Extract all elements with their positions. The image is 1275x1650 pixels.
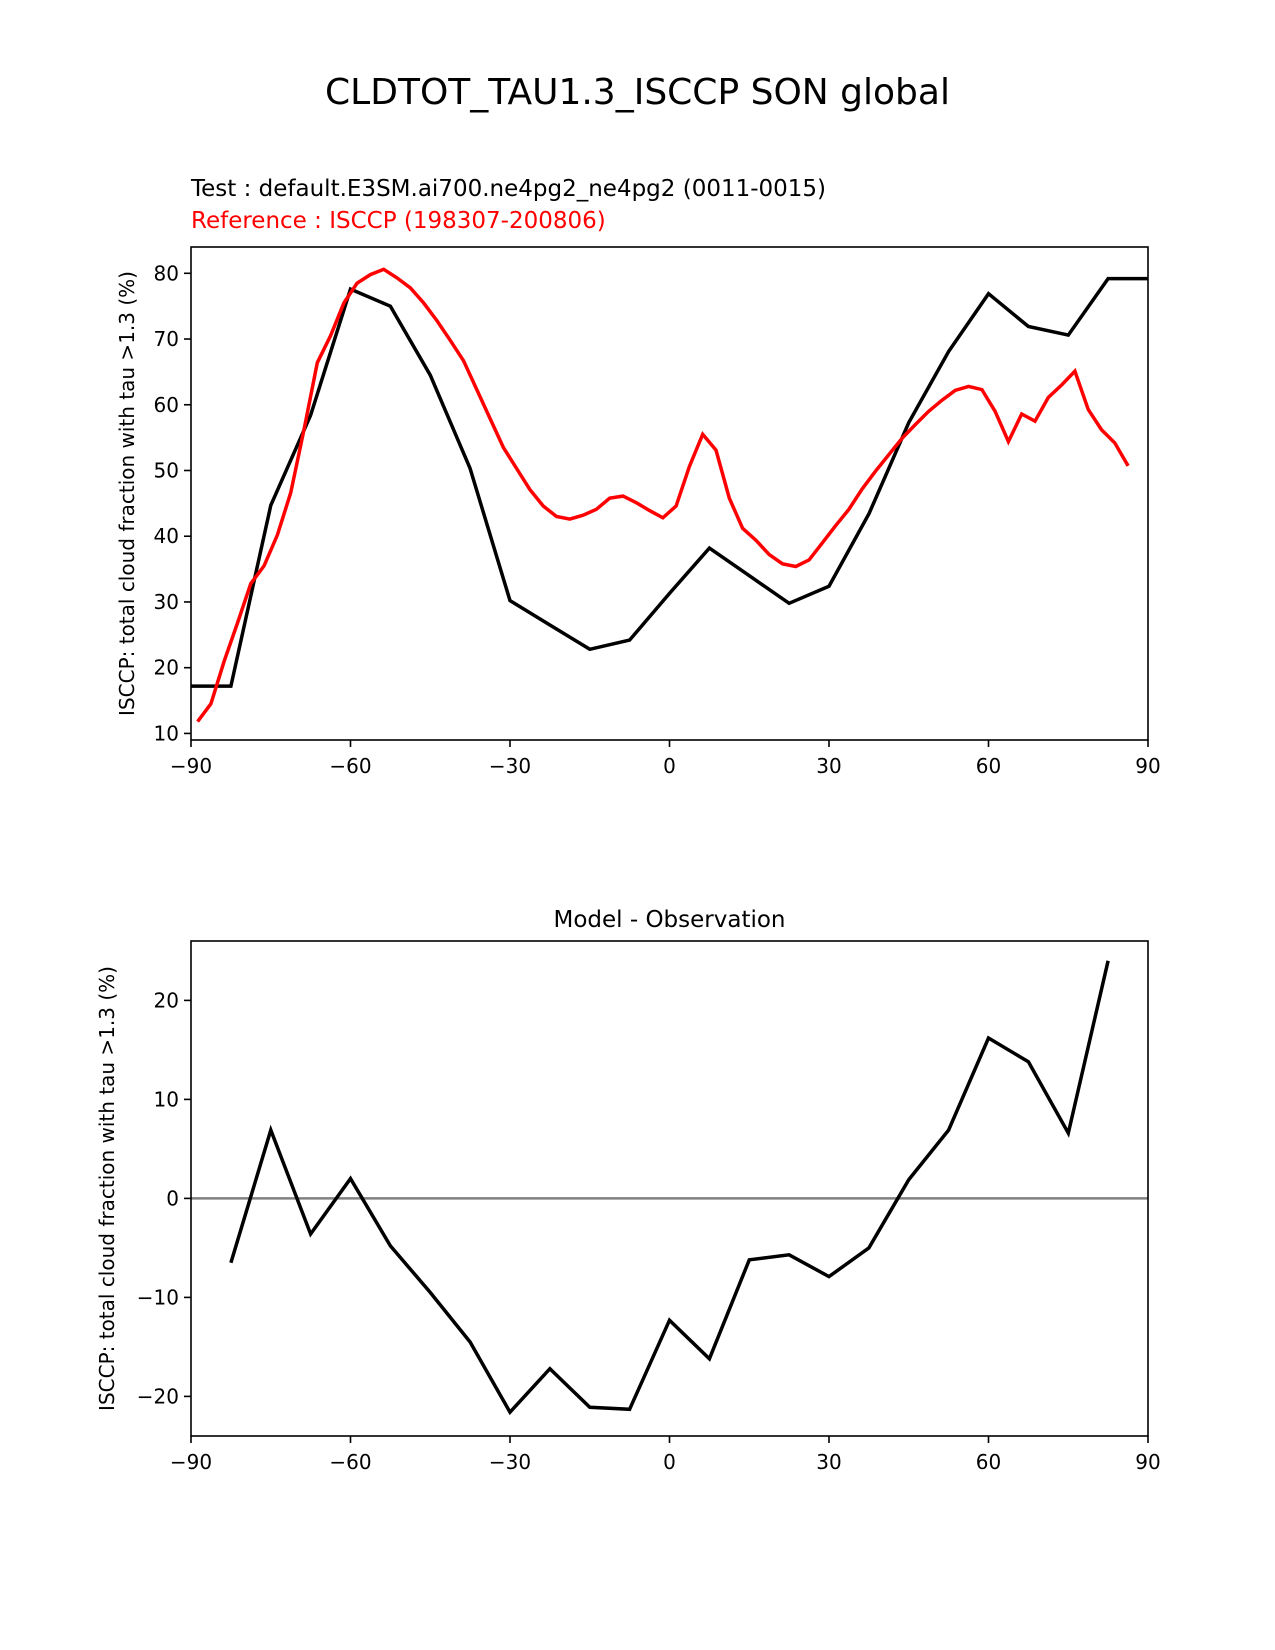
test-label: Test : default.E3SM.ai700.ne4pg2_ne4pg2 … <box>191 176 827 202</box>
figure-title: CLDTOT_TAU1.3_ISCCP SON global <box>325 72 950 113</box>
bottom-y-axis-label: ISCCP: total cloud fraction with tau >1.… <box>95 966 119 1411</box>
top-x-tick-label: −90 <box>170 754 212 778</box>
top-y-tick-label: 10 <box>154 721 179 745</box>
top-chart: ISCCP: total cloud fraction with tau >1.… <box>115 246 1161 778</box>
top-y-tick-label: 20 <box>154 656 179 680</box>
top-y-axis-label: ISCCP: total cloud fraction with tau >1.… <box>115 271 139 716</box>
top-x-tick-label: 60 <box>976 754 1001 778</box>
top-x-tick-label: 0 <box>663 754 676 778</box>
bottom-y-tick-label: −10 <box>137 1285 179 1309</box>
reference-label: Reference : ISCCP (198307-200806) <box>191 208 606 234</box>
top-y-tick-label: 30 <box>154 590 179 614</box>
top-series-line-reference <box>196 267 1130 723</box>
bottom-series-line-0 <box>229 960 1110 1416</box>
top-x-tick-label: 90 <box>1135 754 1160 778</box>
top-x-tick-label: 30 <box>816 754 841 778</box>
top-y-tick-label: 70 <box>154 327 179 351</box>
bottom-y-tick-label: 10 <box>154 1087 179 1111</box>
bottom-x-tick-label: −90 <box>170 1450 212 1474</box>
bottom-x-tick-label: −30 <box>489 1450 531 1474</box>
top-x-tick-label: −60 <box>329 754 371 778</box>
top-y-tick-label: 40 <box>154 524 179 548</box>
bottom-plot-frame <box>190 940 1149 1437</box>
top-y-tick-label: 80 <box>154 261 179 285</box>
top-y-tick-label: 50 <box>154 458 179 482</box>
bottom-x-tick-label: 0 <box>663 1450 676 1474</box>
top-series-line-test <box>191 276 1148 688</box>
bottom-x-tick-label: −60 <box>329 1450 371 1474</box>
bottom-x-tick-label: 90 <box>1135 1450 1160 1474</box>
top-plot-frame <box>190 246 1149 741</box>
bottom-x-tick-label: 30 <box>816 1450 841 1474</box>
bottom-x-tick-label: 60 <box>976 1450 1001 1474</box>
bottom-y-tick-label: 0 <box>166 1186 179 1210</box>
bottom-chart-title: Model - Observation <box>553 907 785 933</box>
bottom-y-tick-label: 20 <box>154 988 179 1012</box>
top-y-tick-label: 60 <box>154 393 179 417</box>
bottom-y-tick-label: −20 <box>137 1384 179 1408</box>
top-x-tick-label: −30 <box>489 754 531 778</box>
